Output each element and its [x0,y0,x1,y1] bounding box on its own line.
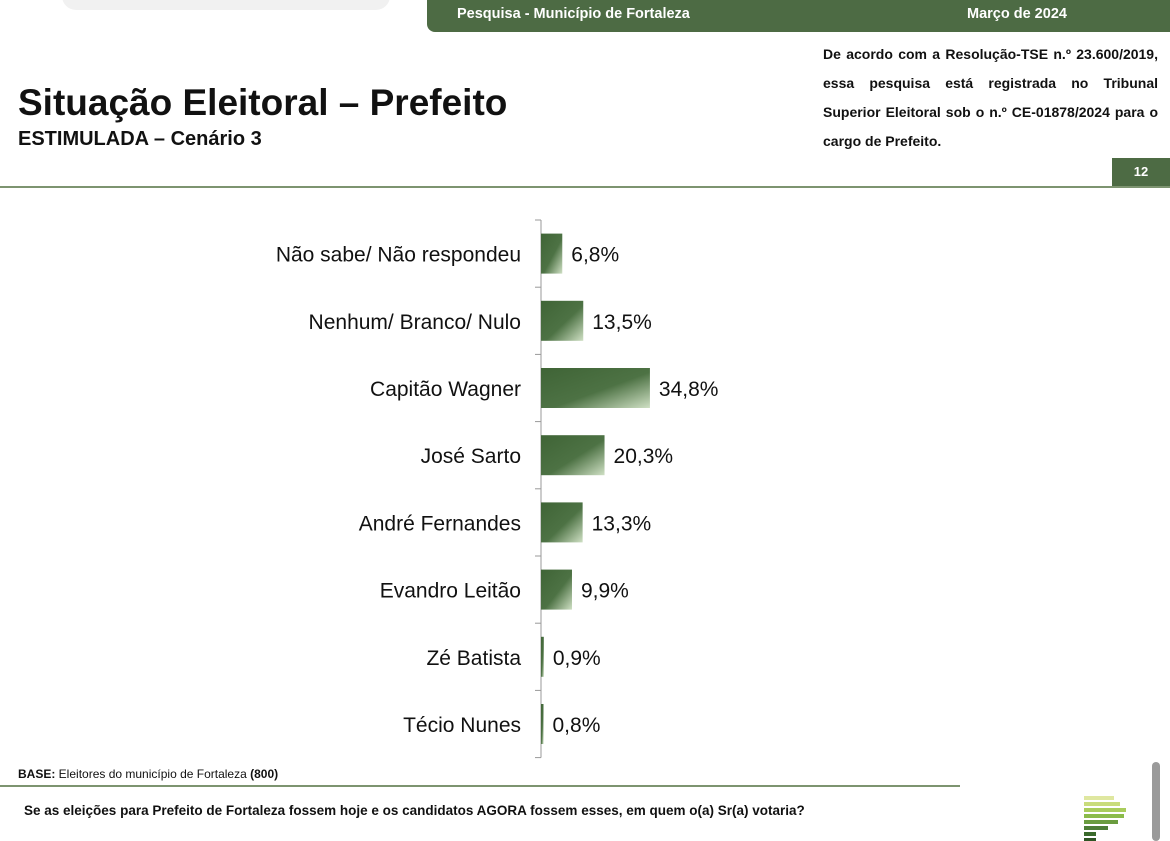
data-label: 34,8% [659,378,719,401]
bar [541,704,544,744]
category-label: André Fernandes [359,512,521,535]
bar [541,502,583,543]
survey-question: Se as eleições para Prefeito de Fortalez… [24,803,805,818]
bar-chart: Não sabe/ Não respondeu 6,8% Nenhum/ Branc… [276,219,719,759]
bar [541,300,584,341]
bar [541,569,572,610]
bar [541,435,605,476]
base-note: BASE: Eleitores do município de Fortalez… [18,767,278,781]
divider [0,186,1170,188]
category-label: José Sarto [421,445,521,468]
divider [0,785,960,787]
survey-name: Pesquisa - Município de Fortaleza [457,6,690,22]
browser-pill [62,0,390,10]
registration-note: De acordo com a Resolução-TSE n.º 23.600… [823,46,1158,149]
scrollbar[interactable] [1152,762,1160,841]
data-label: 13,5% [592,311,652,334]
bar [541,368,650,408]
page-subtitle: ESTIMULADA – Cenário 3 [18,128,262,150]
category-label: Técio Nunes [403,714,521,737]
data-label: 20,3% [614,445,674,468]
base-count: (800) [250,767,279,781]
category-label: Capitão Wagner [370,378,521,401]
page-number: 12 [1112,158,1170,186]
company-logo-icon [1084,796,1126,841]
data-label: 13,3% [592,512,652,535]
category-label: Nenhum/ Branco/ Nulo [309,311,521,334]
data-label: 0,8% [553,714,601,737]
page-title: Situação Eleitoral – Prefeito [18,82,508,123]
survey-date: Março de 2024 [967,6,1067,22]
data-label: 9,9% [581,580,629,603]
category-label: Evandro Leitão [380,580,521,603]
category-label: Zé Batista [426,647,521,670]
category-label: Não sabe/ Não respondeu [276,244,521,267]
bar [541,636,544,677]
bar [541,233,563,274]
data-label: 6,8% [571,244,619,267]
data-label: 0,9% [553,647,601,670]
base-label: BASE: [18,767,56,781]
base-text: Eleitores do município de Fortaleza [55,767,251,781]
header-bar: Pesquisa - Município de Fortaleza Março … [427,0,1170,32]
